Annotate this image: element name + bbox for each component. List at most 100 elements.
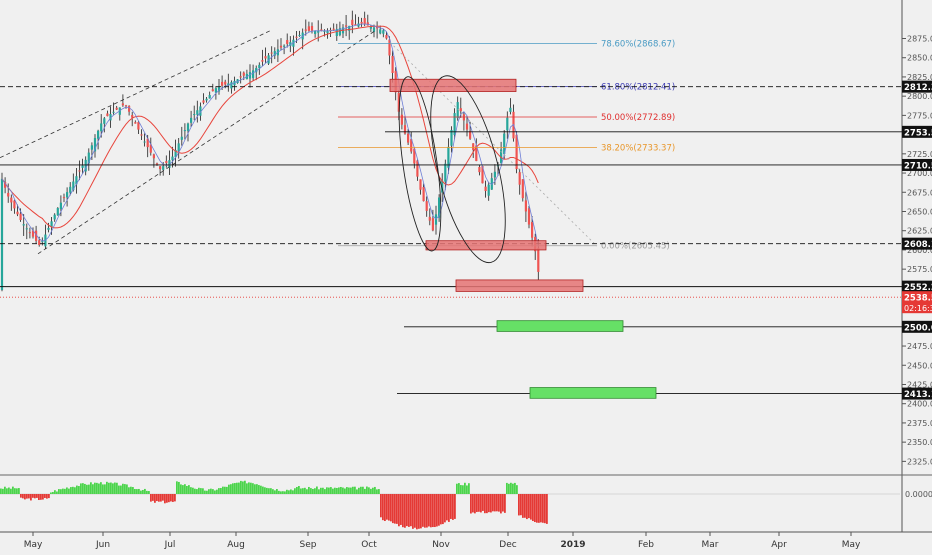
- oscillator-bar: [60, 489, 62, 494]
- candle-body: [320, 29, 323, 31]
- candle-body: [382, 30, 385, 34]
- oscillator-bar: [58, 489, 60, 494]
- oscillator-bar: [118, 485, 120, 494]
- candle-body: [335, 29, 338, 37]
- candle-body: [124, 105, 128, 107]
- candle-body: [515, 134, 518, 170]
- oscillator-bar: [366, 486, 368, 494]
- oscillator-bar: [484, 494, 486, 514]
- y-tick-label: 2850.00: [907, 54, 932, 63]
- x-tick-label: 2019: [560, 540, 585, 550]
- oscillator-bar: [332, 488, 334, 494]
- oscillator-bar: [462, 485, 464, 494]
- candle-body: [239, 76, 242, 78]
- candle-body: [137, 122, 140, 130]
- price-line-axis-label: 2753.59: [904, 128, 932, 138]
- oscillator-bar: [360, 486, 362, 494]
- candle-body: [425, 201, 428, 211]
- candle-body: [152, 154, 155, 159]
- oscillator-bar: [398, 494, 400, 527]
- price-line-axis-badge: [902, 80, 932, 93]
- oscillator-bar: [536, 494, 538, 523]
- candle-body: [38, 240, 41, 246]
- candle-body: [183, 130, 186, 132]
- oscillator-bar: [274, 490, 276, 494]
- fib-level-label: 50.00%(2772.89): [601, 113, 675, 123]
- candle-body: [441, 180, 444, 193]
- candle-body: [444, 163, 447, 182]
- candle-body: [422, 187, 425, 202]
- oscillator-bar: [156, 494, 158, 502]
- y-tick-label: 2725.00: [907, 150, 932, 159]
- oscillator-bar: [250, 482, 252, 494]
- oscillator-bar: [256, 484, 258, 494]
- oscillator-bar: [390, 494, 392, 522]
- oscillator-bar: [94, 482, 96, 494]
- resistance-zone: [455, 279, 584, 292]
- candle-body: [168, 160, 171, 168]
- candle-body: [304, 29, 307, 31]
- candle-body: [360, 21, 363, 24]
- oscillator-bar: [96, 482, 98, 494]
- candle-body: [475, 145, 478, 162]
- oscillator-bar: [490, 494, 492, 513]
- candle-body: [484, 186, 487, 192]
- oscillator-bar: [220, 487, 222, 494]
- candle-body: [59, 202, 62, 210]
- candle-body: [407, 133, 410, 143]
- oscillator-bar: [218, 488, 220, 494]
- oscillator-bar: [226, 486, 228, 494]
- oscillator-bar: [138, 488, 140, 494]
- oscillator-bar: [350, 487, 352, 494]
- oscillator-bar: [512, 483, 514, 494]
- oscillator-bar: [172, 494, 174, 502]
- oscillator-bar: [286, 489, 288, 494]
- candle-body: [252, 70, 255, 78]
- oscillator-bar: [46, 494, 48, 499]
- candle-body: [506, 117, 509, 131]
- candle-body: [298, 34, 301, 36]
- price-line-axis-badge: [902, 320, 932, 333]
- candle-body: [90, 145, 93, 150]
- candle-body: [28, 232, 31, 234]
- oscillator-bar: [504, 494, 506, 513]
- oscillator-bar: [308, 486, 310, 494]
- oscillator-bar: [106, 481, 108, 494]
- oscillator-bar: [20, 494, 22, 498]
- oscillator-bar: [452, 494, 454, 520]
- candle-body: [72, 181, 75, 191]
- candle-body: [106, 113, 109, 117]
- candle-body: [279, 45, 283, 48]
- y-tick-label: 2400.00: [907, 400, 932, 409]
- oscillator-bar: [370, 488, 372, 494]
- oscillator-bar: [440, 494, 442, 525]
- oscillator-bar: [418, 494, 420, 529]
- candle-body: [317, 30, 320, 33]
- oscillator-bar: [28, 494, 30, 499]
- oscillator-bar: [406, 494, 408, 527]
- candle-body: [100, 123, 103, 132]
- oscillator-bar: [544, 494, 546, 524]
- candle-body: [388, 39, 391, 56]
- oscillator-bar: [534, 494, 536, 523]
- oscillator-bar: [524, 494, 526, 518]
- oscillator-bar: [482, 494, 484, 511]
- oscillator-bar: [86, 484, 88, 494]
- oscillator-bar: [264, 487, 266, 494]
- candle-body: [230, 82, 233, 89]
- oscillator-bar: [510, 482, 512, 494]
- oscillator-bar: [128, 487, 130, 494]
- oscillator-bar: [326, 487, 328, 494]
- oscillator-bar: [344, 488, 346, 494]
- candle-body: [66, 192, 69, 198]
- oscillator-bar: [522, 494, 524, 518]
- x-tick-label: Jun: [95, 540, 110, 550]
- oscillator-bar: [200, 488, 202, 494]
- oscillator-bar: [346, 487, 348, 494]
- candle-body: [121, 103, 124, 106]
- oscillator-bar: [506, 482, 508, 494]
- candle-body: [22, 224, 25, 226]
- candle-body: [372, 27, 376, 32]
